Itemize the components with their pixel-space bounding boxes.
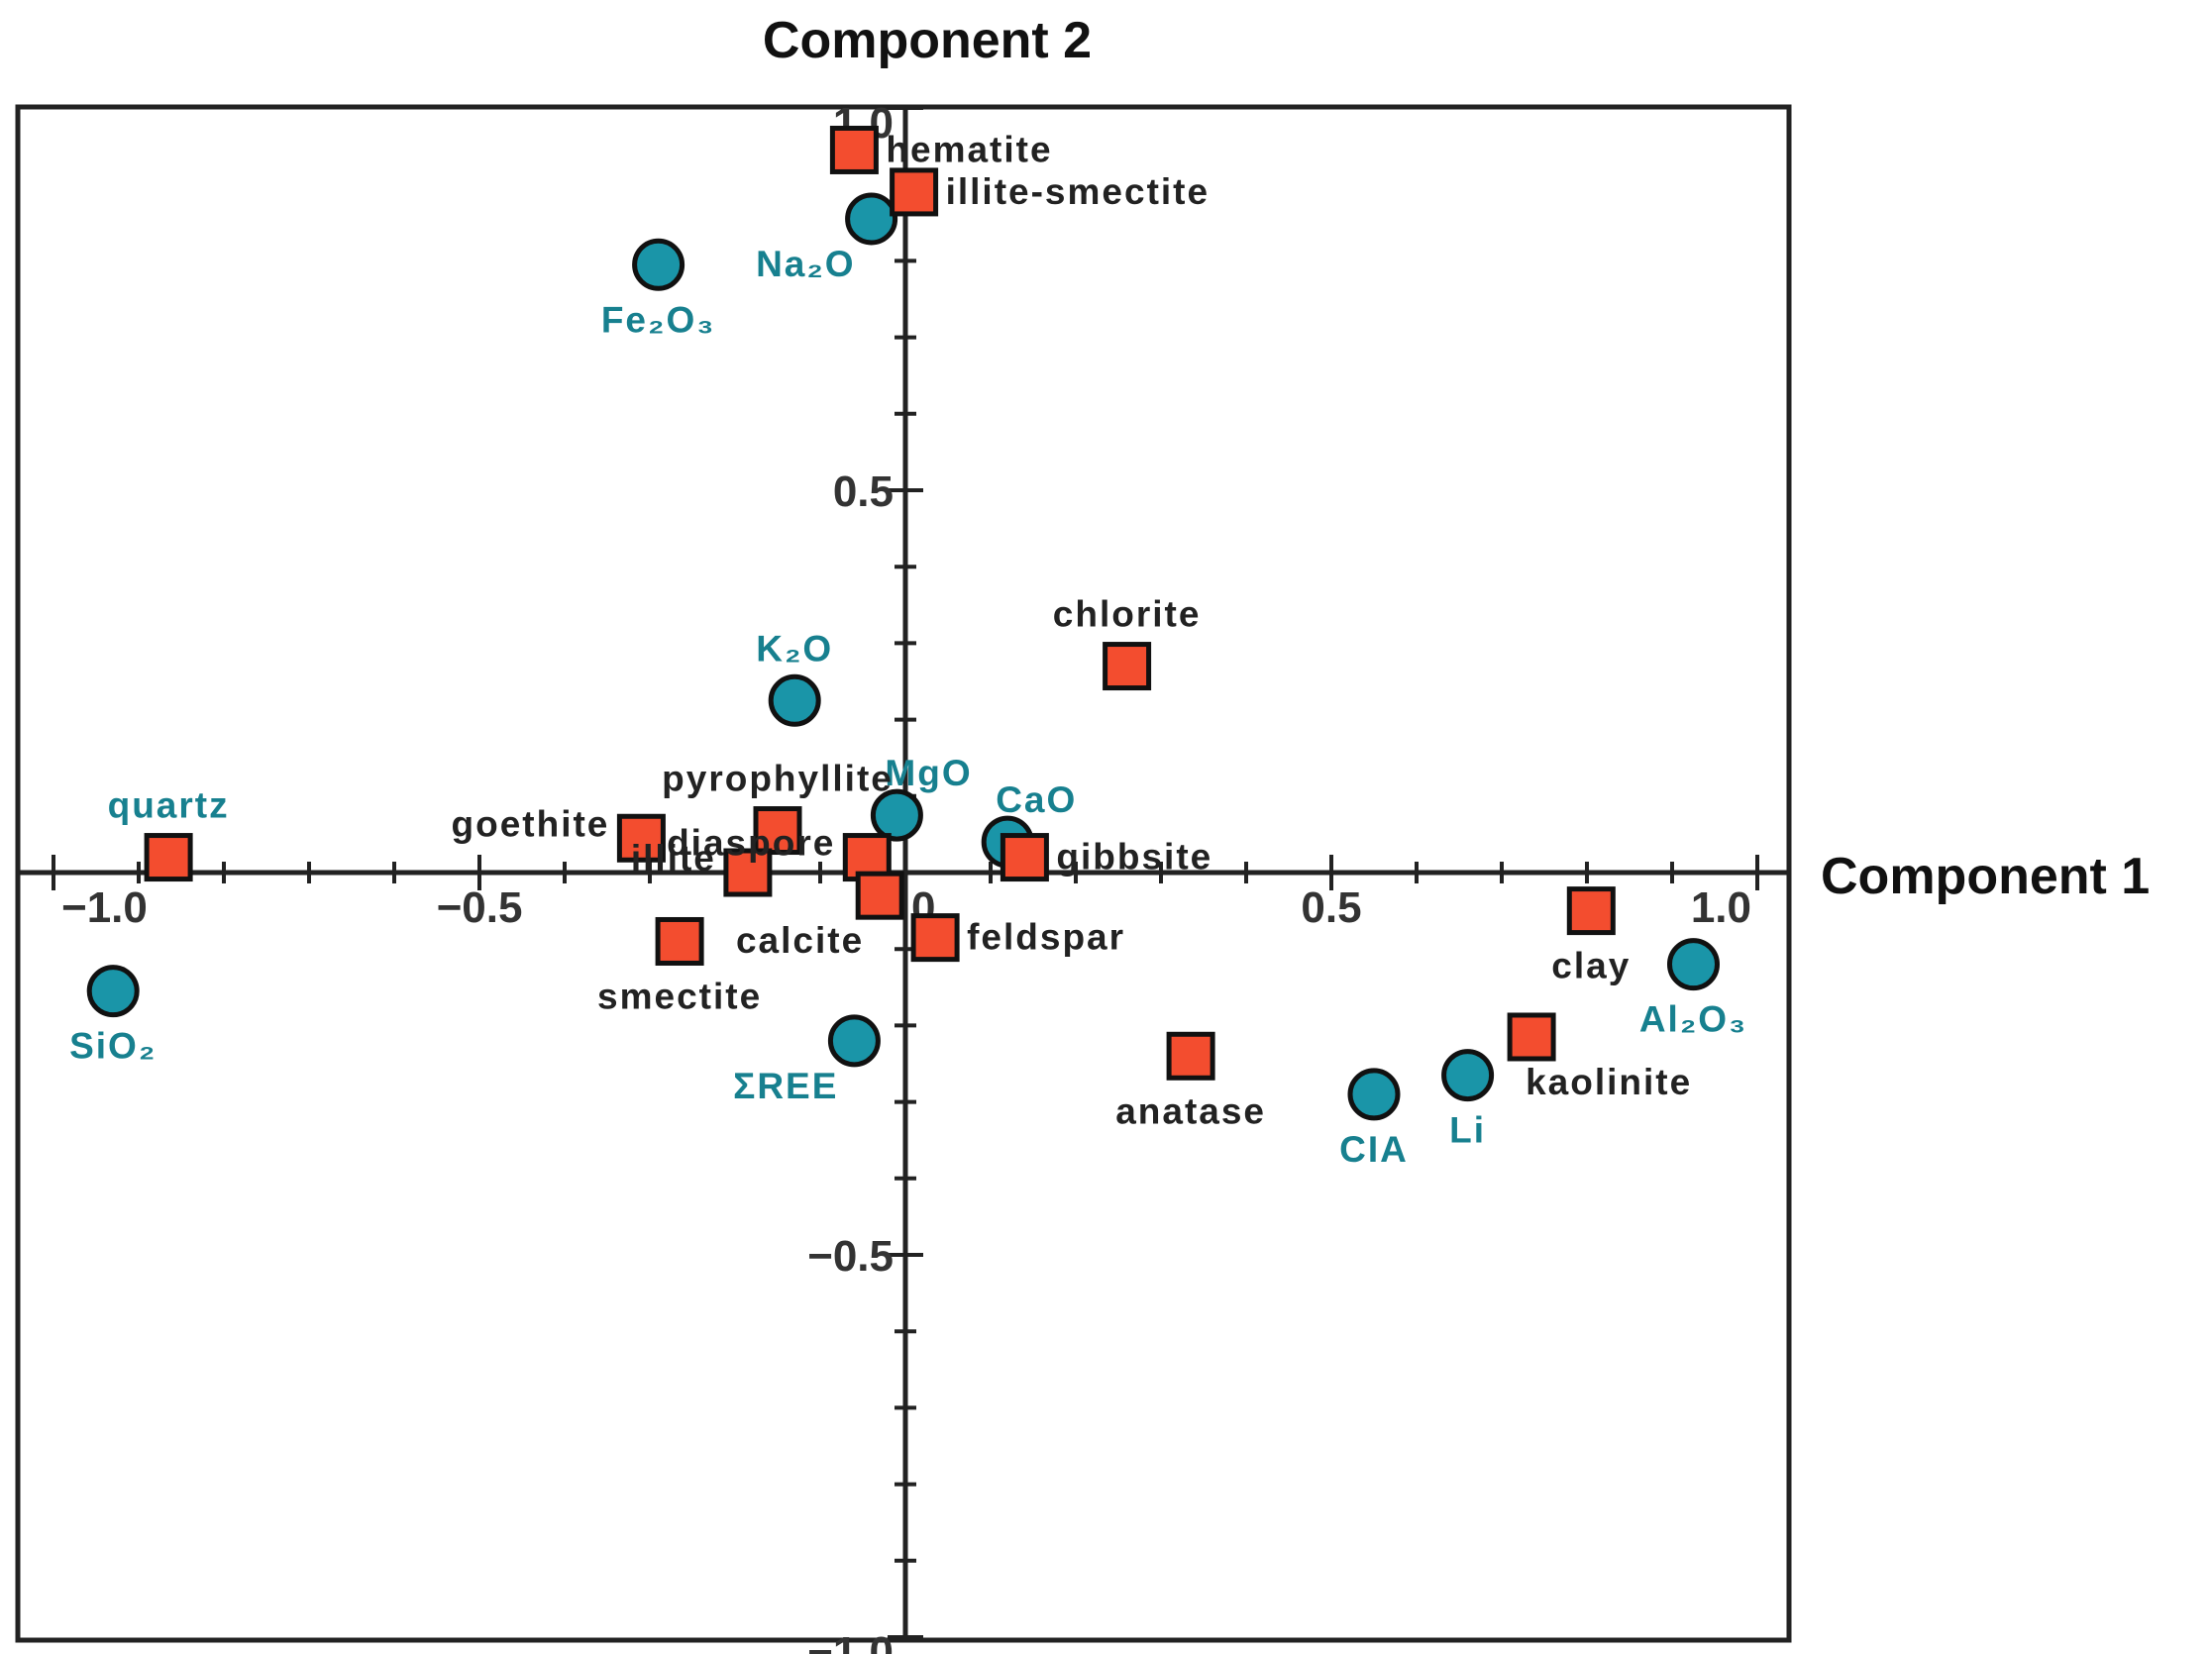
point-illite (723, 848, 773, 897)
y-axis-title: Component 2 (763, 12, 1092, 69)
label-quartz: quartz (108, 785, 230, 826)
label-al2o3: Al₂O₃ (1639, 999, 1747, 1040)
label-feldspar: feldspar (967, 917, 1125, 958)
x-axis-title: Component 1 (1821, 848, 2150, 905)
label-calcite: calcite (736, 920, 864, 961)
label-na2o: Na₂O (756, 244, 856, 284)
point-al2o3 (1667, 938, 1720, 991)
point-cia (1347, 1068, 1401, 1121)
label-k2o: K₂O (756, 628, 833, 669)
label-mgo: MgO (885, 753, 972, 793)
point-chlorite (1103, 642, 1152, 691)
label-illite: illite (631, 838, 716, 879)
x-tick-label: −1.0 (61, 883, 148, 932)
point-goethite (616, 813, 666, 863)
x-tick-label: −0.5 (437, 883, 523, 932)
data-labels: SiO₂ Fe₂O₃ Na₂O K₂O MgO CaO ΣREE CIA Li Al₂O₃ hema… (69, 129, 1747, 1170)
point-mgo (870, 788, 923, 842)
point-k2o (768, 673, 821, 727)
label-pyrophyllite: pyrophyllite (662, 759, 894, 799)
label-kaolinite: kaolinite (1526, 1062, 1692, 1102)
label-diaspore: diaspore (667, 823, 835, 864)
label-cao: CaO (996, 779, 1077, 820)
x-tick-label: 1.0 (1691, 883, 1751, 932)
label-clay: clay (1551, 946, 1631, 986)
point-na2o (845, 192, 898, 246)
point-calcite (855, 871, 904, 920)
point-hematite (829, 125, 879, 174)
label-sum-ree: ΣREE (733, 1066, 838, 1106)
y-tick-label: 0.5 (833, 467, 894, 516)
label-anatase: anatase (1115, 1090, 1266, 1131)
point-illite-smectite (890, 167, 939, 217)
point-pyrophyllite (753, 806, 802, 856)
point-feldspar (910, 913, 960, 963)
point-clay (1566, 886, 1616, 936)
y-tick-label: −1.0 (807, 1628, 894, 1654)
label-illite-smectite: illite-smectite (946, 171, 1210, 212)
point-li (1441, 1049, 1495, 1102)
label-gibbsite: gibbsite (1056, 837, 1212, 878)
label-smectite: smectite (597, 976, 762, 1016)
data-marks (86, 125, 1720, 1121)
point-fe2o3 (632, 238, 685, 291)
y-tick-label: −0.5 (807, 1232, 894, 1281)
label-chlorite: chlorite (1053, 594, 1202, 635)
point-smectite (655, 916, 704, 966)
point-kaolinite (1507, 1012, 1556, 1062)
label-sio2: SiO₂ (69, 1026, 157, 1067)
label-li: Li (1449, 1110, 1486, 1151)
label-goethite: goethite (452, 803, 610, 844)
point-quartz (144, 833, 193, 882)
point-sum-ree (827, 1014, 881, 1068)
point-gibbsite (1000, 833, 1049, 882)
label-hematite: hematite (886, 129, 1052, 169)
point-sio2 (86, 965, 140, 1018)
x-tick-label: 0.5 (1301, 883, 1361, 932)
point-anatase (1166, 1031, 1215, 1081)
label-fe2o3: Fe₂O₃ (601, 299, 716, 340)
label-cia: CIA (1339, 1129, 1409, 1170)
